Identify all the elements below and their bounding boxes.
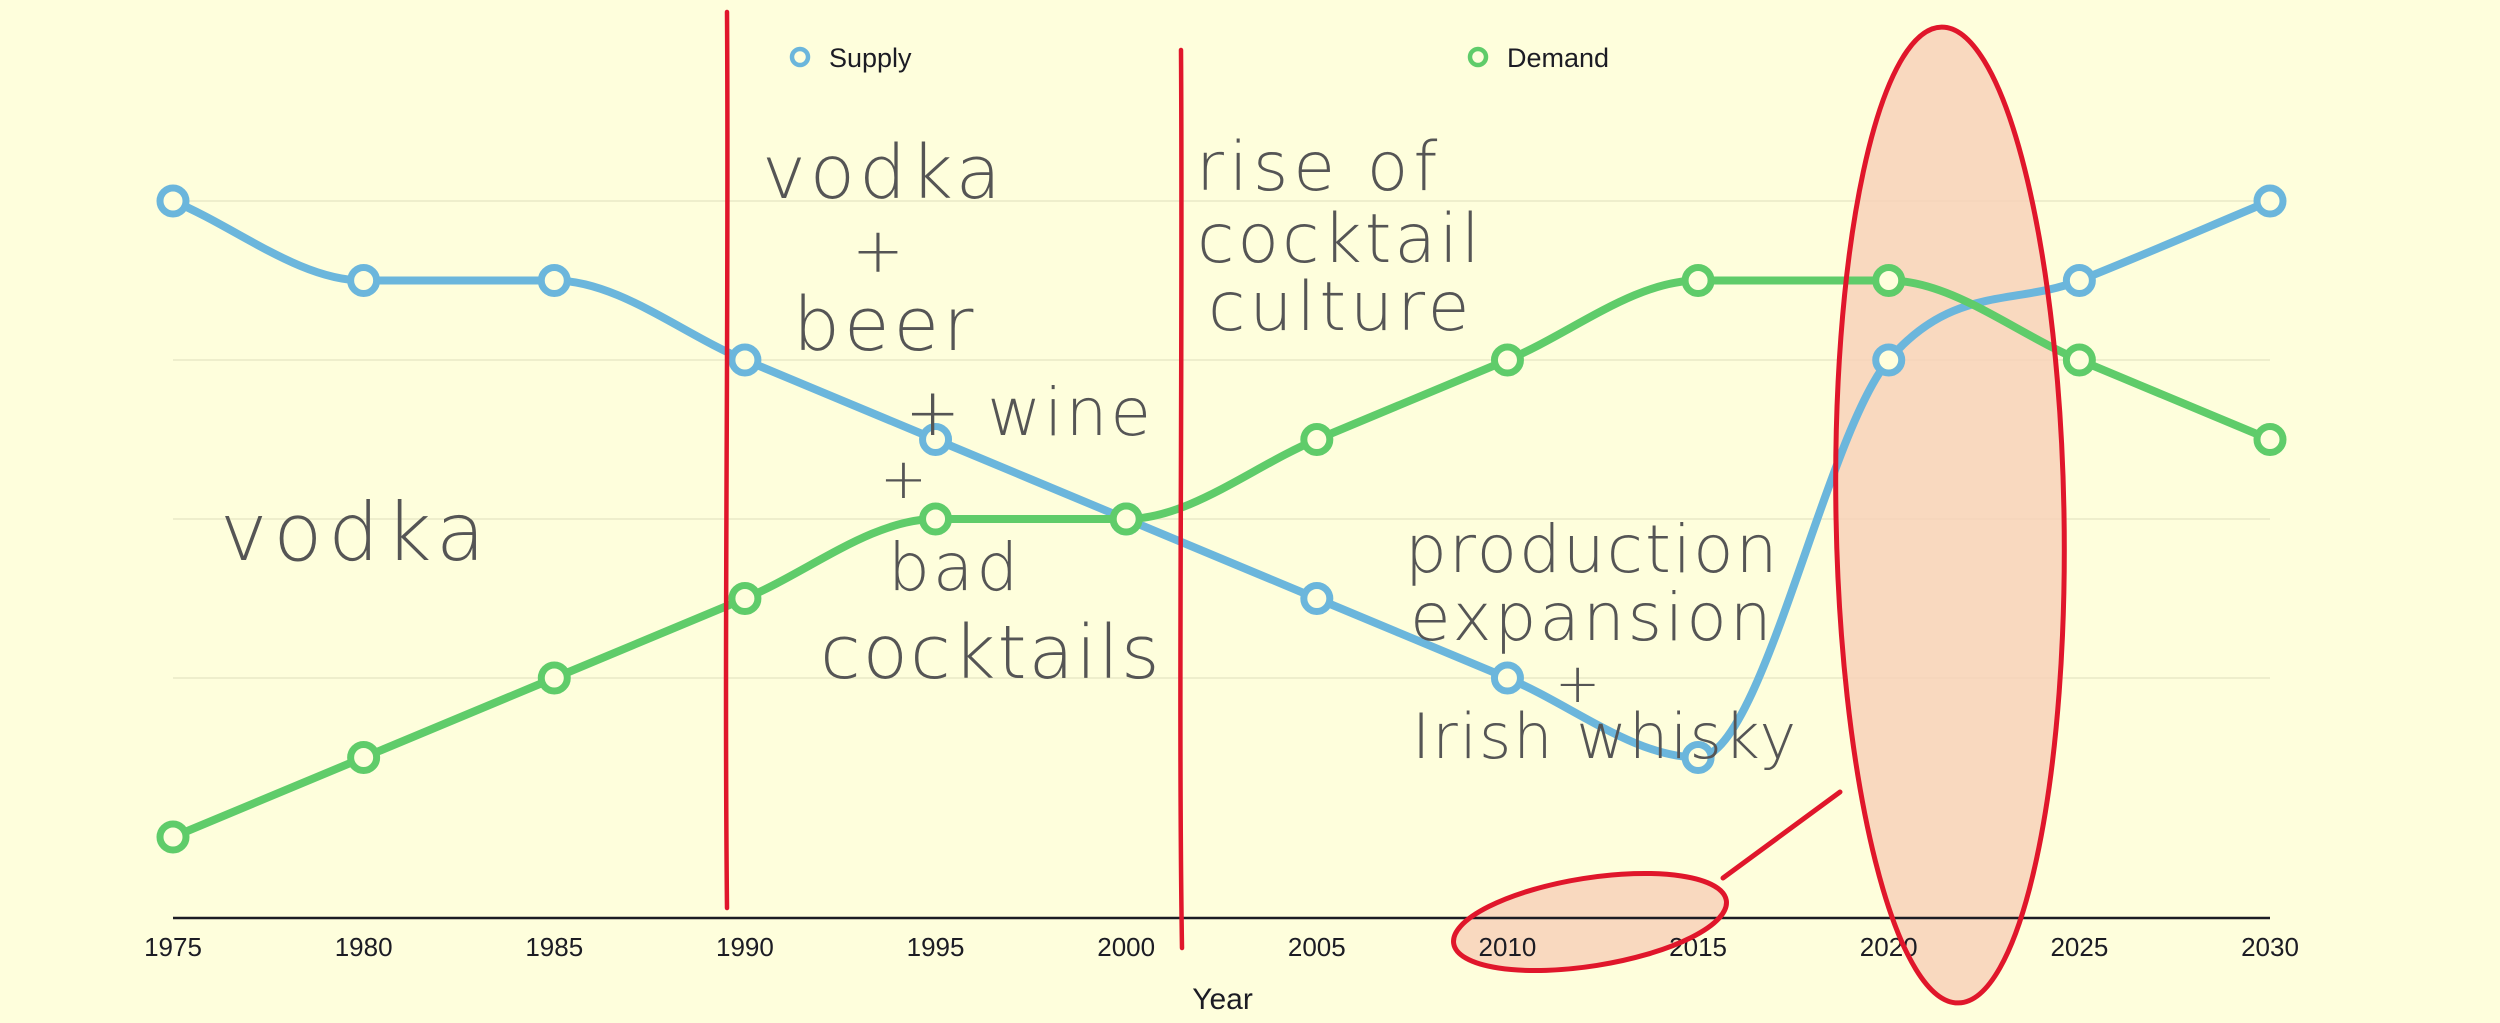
data-point-demand	[347, 741, 381, 774]
note-cocktail-2: cocktail	[1197, 200, 1483, 279]
legend-marker-supply	[789, 46, 811, 68]
x-tick-label: 2030	[2241, 932, 2299, 962]
highlight-connector	[1720, 789, 1843, 881]
legend-label-demand: Demand	[1507, 43, 1609, 73]
legend-item-supply: Supply	[789, 43, 912, 73]
x-tick-label: 1975	[144, 932, 202, 962]
x-tick-label: 1985	[525, 932, 583, 962]
data-point-demand	[919, 502, 953, 536]
data-point-supply	[919, 423, 953, 456]
x-tick-label: 1980	[335, 932, 393, 962]
data-point-supply	[1681, 741, 1715, 774]
x-axis: 1975 1980 1985 1990 1995 2000 2005 2010 2015 2020…	[144, 916, 2299, 1016]
data-point-supply	[728, 343, 762, 377]
note-vodka-mix-7: cocktails	[820, 610, 1162, 696]
x-tick-label: 2025	[2050, 932, 2108, 962]
annotation-overlay: vodka vodka + beer + wine + bad cocktail…	[220, 9, 2067, 1006]
data-point-demand	[1109, 502, 1143, 536]
note-vodka-mix-1: vodka	[762, 130, 1005, 216]
data-point-demand	[728, 582, 762, 615]
data-point-supply	[2253, 184, 2287, 218]
highlight-2010-ellipse	[1451, 870, 1729, 974]
x-tick-label: 2000	[1097, 932, 1155, 962]
data-point-supply	[347, 264, 381, 297]
note-vodka: vodka	[220, 486, 491, 579]
note-vodka-mix-6: bad	[888, 529, 1021, 606]
note-vodka-mix-2: +	[852, 214, 904, 287]
note-vodka-mix-5: +	[880, 447, 927, 512]
data-point-demand	[2062, 343, 2096, 377]
data-point-supply	[1300, 582, 1334, 615]
era-line-2002	[1178, 47, 1185, 951]
note-production-1: production	[1405, 511, 1779, 588]
data-point-demand	[2253, 423, 2287, 456]
note-production-4: Irish whisky	[1412, 700, 1798, 773]
legend-label-supply: Supply	[829, 43, 912, 73]
x-tick-label: 2015	[1669, 932, 1727, 962]
data-point-supply	[156, 184, 190, 218]
data-point-supply	[2062, 264, 2096, 297]
note-production-2: expansion	[1410, 579, 1775, 656]
note-cocktail-3: culture	[1208, 268, 1473, 347]
highlight-2010-ellipse-fill	[1453, 873, 1727, 971]
legend: Supply Demand	[789, 43, 1609, 73]
legend-marker-demand	[1467, 46, 1489, 68]
data-point-supply	[537, 264, 571, 297]
series-layer	[156, 184, 2287, 854]
note-vodka-mix-3: beer	[793, 282, 977, 368]
x-tick-label: 2010	[1479, 932, 1537, 962]
note-vodka-mix-4: + wine	[905, 374, 1154, 451]
x-tick-label: 1995	[907, 932, 965, 962]
legend-item-demand: Demand	[1467, 43, 1609, 73]
era-line-1990	[723, 9, 730, 911]
data-point-demand	[156, 820, 190, 854]
highlight-2020-ellipse	[1833, 24, 2067, 1006]
note-cocktail-1: rise of	[1196, 128, 1442, 207]
x-tick-label: 1990	[716, 932, 774, 962]
series-line-demand	[169, 276, 2274, 841]
data-point-demand	[1681, 264, 1715, 297]
data-point-demand	[1872, 264, 1906, 297]
data-point-demand	[537, 661, 571, 695]
note-production-3: +	[1555, 652, 1600, 715]
data-point-demand	[1490, 343, 1524, 377]
x-axis-title: Year	[1192, 983, 1253, 1016]
data-point-supply	[1872, 343, 1906, 377]
x-tick-label: 2005	[1288, 932, 1346, 962]
data-point-supply	[1490, 661, 1524, 695]
data-point-demand	[1300, 423, 1334, 456]
